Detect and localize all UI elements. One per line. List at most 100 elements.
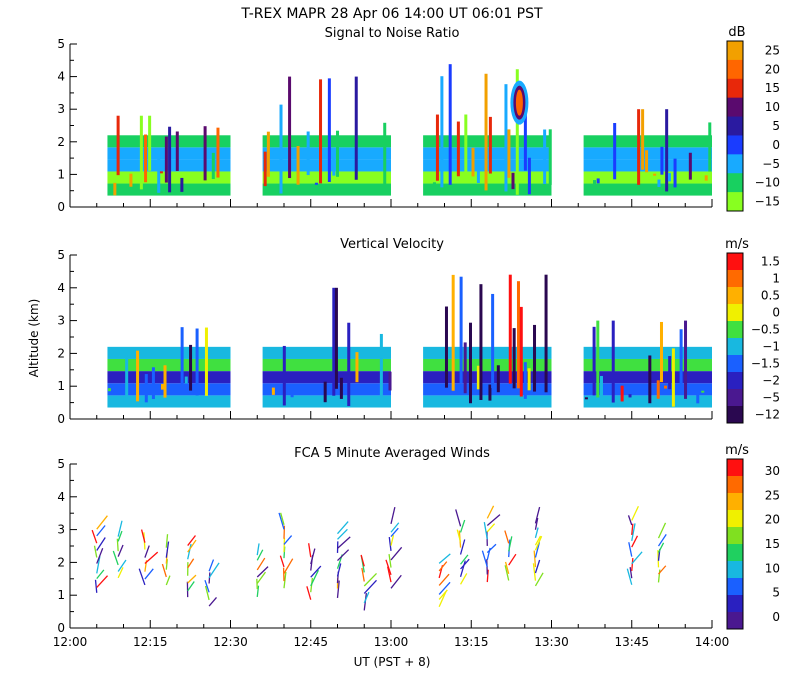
data-plume [515,89,523,116]
x-tick-label: 14:00 [695,635,730,649]
wind-barb [96,556,101,574]
colorbar-swatch [727,476,743,494]
data-streak [673,158,677,188]
data-streak [180,177,184,192]
wind-barb [534,535,543,551]
colorbar-swatch [727,406,743,424]
colorbar-swatch [727,321,743,339]
y-axis-label: Altitude (km) [27,299,41,378]
wind-barb [96,548,104,564]
x-tick-label: 12:30 [213,635,248,649]
data-streak [523,112,527,171]
wind-barb [96,515,108,530]
wind-barb [144,551,159,565]
data-streak [444,306,448,388]
colorbar-label: 0 [772,610,780,624]
colorbar-swatch [727,493,743,511]
data-band [262,395,391,408]
wind-barb [626,568,633,585]
wind-barb [306,586,312,600]
colorbar-label: 1.5 [761,255,780,269]
wind-barb [627,515,633,526]
wind-barb [96,537,106,551]
wind-barb [455,509,462,527]
y-tick-label: 5 [57,457,65,471]
colorbar-swatch [727,561,743,579]
wind-barb [533,550,537,568]
wind-barb [204,585,210,601]
wind-barb [438,581,451,595]
wind-barb [387,566,392,583]
wind-barb [385,559,392,576]
data-streak [271,387,275,395]
data-streak [664,385,668,389]
data-streak [180,327,184,389]
wind-barb [256,566,269,578]
wind-barb [117,520,123,537]
data-band [583,171,712,184]
colorbar-swatch [727,59,743,80]
wind-barb [363,573,377,587]
data-segment [107,327,231,408]
colorbar-label: 0 [772,306,780,320]
y-tick-label: 5 [57,37,65,51]
data-streak [516,281,520,389]
wind-barb [165,534,169,548]
data-streak [491,293,495,389]
colorbar-label: −0.5 [751,323,780,337]
colorbar-units: m/s [725,237,749,252]
colorbar-swatch [727,304,743,322]
data-streak [266,131,270,177]
wind-barb [390,527,399,538]
data-band [583,358,712,372]
wind-barb [504,530,510,544]
data-streak [679,329,683,393]
wind-barb [657,533,667,547]
data-band [423,346,552,359]
colorbar-label: −5 [762,391,780,405]
data-streak [296,145,300,185]
colorbar-swatch [727,78,743,99]
data-streak [336,130,340,177]
data-streak [451,274,455,391]
data-streak [527,157,531,195]
wind-barb [310,565,322,578]
data-streak [459,276,463,384]
data-streak [653,173,657,176]
wind-barb [629,567,633,579]
wind-barb [96,525,106,537]
data-segment [583,320,712,408]
wind-barb [631,535,639,548]
wind-barb [140,529,146,543]
data-streak [175,131,179,172]
wind-barb [534,506,541,524]
data-streak [656,380,660,399]
wind-barb [310,548,316,565]
wind-barb [256,557,266,571]
data-streak [668,356,672,390]
colorbar-label: −5 [762,157,780,171]
wind-barb [256,571,266,584]
data-streak [688,152,692,180]
data-streak [203,126,207,181]
data-band [262,371,391,384]
colorbar-units: m/s [725,443,749,458]
y-tick-label: 1 [57,167,65,181]
wind-barb [459,573,468,585]
data-streak [388,371,392,391]
colorbar-swatch [727,544,743,562]
data-streak [641,109,645,170]
data-streak [611,320,615,403]
colorbar-label: 25 [765,43,780,57]
data-streak [440,76,444,188]
wind-barb [138,568,146,586]
data-streak [332,158,336,176]
wind-barb [504,561,510,574]
wind-barb [438,591,447,608]
panel-2: Vertical Velocity 0 1 2 3 4 5 m/s 1.5 1 0.5 0 −0.5 −1… [57,237,780,426]
colorbar-swatch [727,612,743,630]
data-streak [515,69,519,195]
wind-barb [438,573,450,586]
colorbar-label: 5 [772,586,780,600]
colorbar-frame [726,40,744,212]
